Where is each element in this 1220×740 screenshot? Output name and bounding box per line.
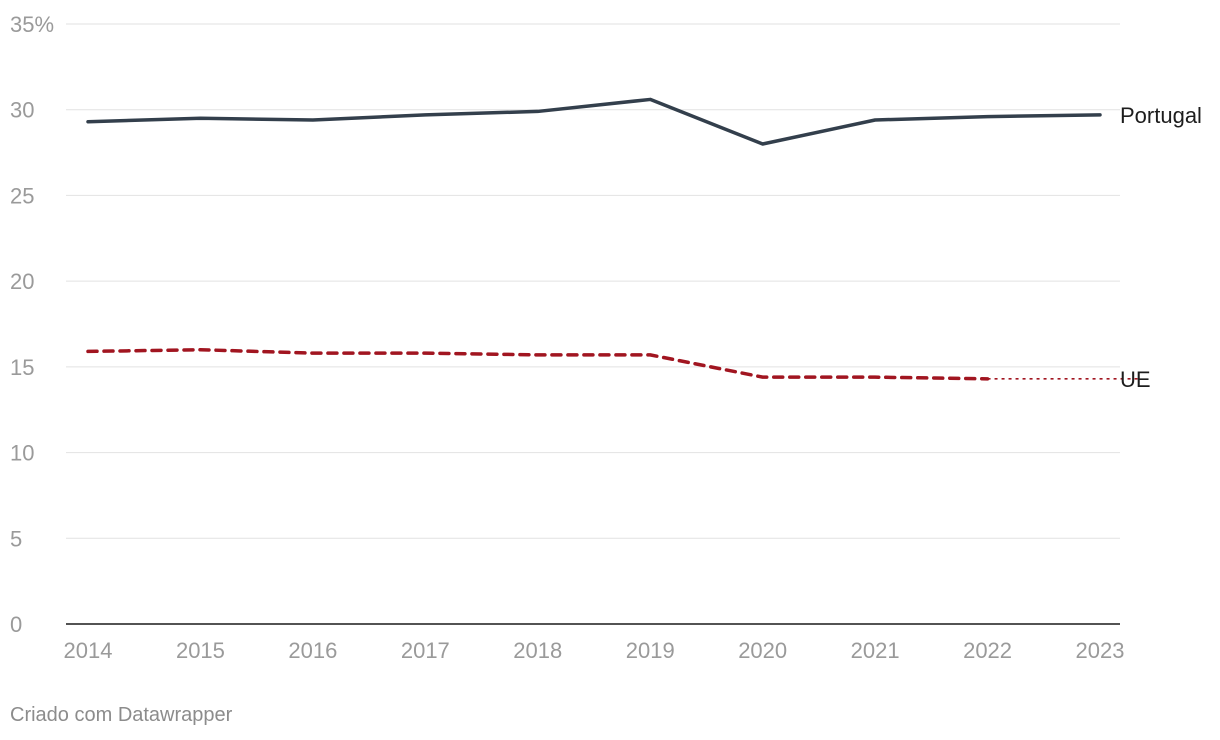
y-tick-label: 5 [10, 526, 22, 551]
series-label-ue: UE [1120, 367, 1151, 392]
series-label-portugal: Portugal [1120, 103, 1202, 128]
series-line-portugal [86, 97, 1102, 146]
y-tick-label: 30 [10, 98, 34, 123]
x-tick-label: 2018 [513, 638, 562, 663]
x-tick-label: 2017 [401, 638, 450, 663]
x-tick-label: 2016 [288, 638, 337, 663]
x-tick-label: 2022 [963, 638, 1012, 663]
series-labels: Portugal UE [1120, 103, 1202, 392]
y-tick-label: 20 [10, 269, 34, 294]
x-tick-label: 2023 [1076, 638, 1125, 663]
y-tick-label: 35% [10, 12, 54, 37]
series-lines [86, 97, 1140, 381]
x-tick-label: 2020 [738, 638, 787, 663]
footer-credit: Criado com Datawrapper [10, 704, 233, 726]
y-tick-label: 25 [10, 183, 34, 208]
y-axis-ticks: 0 5 10 15 20 25 30 35% [10, 12, 54, 637]
x-tick-label: 2015 [176, 638, 225, 663]
x-tick-label: 2014 [64, 638, 113, 663]
series-line-ue [86, 347, 990, 381]
gridlines [66, 23, 1120, 625]
y-tick-label: 15 [10, 355, 34, 380]
x-axis-ticks: 2014 2015 2016 2017 2018 2019 2020 2021 2022 2023 [64, 638, 1125, 663]
x-tick-label: 2019 [626, 638, 675, 663]
x-tick-label: 2021 [851, 638, 900, 663]
y-tick-label: 10 [10, 441, 34, 466]
y-tick-label: 0 [10, 612, 22, 637]
